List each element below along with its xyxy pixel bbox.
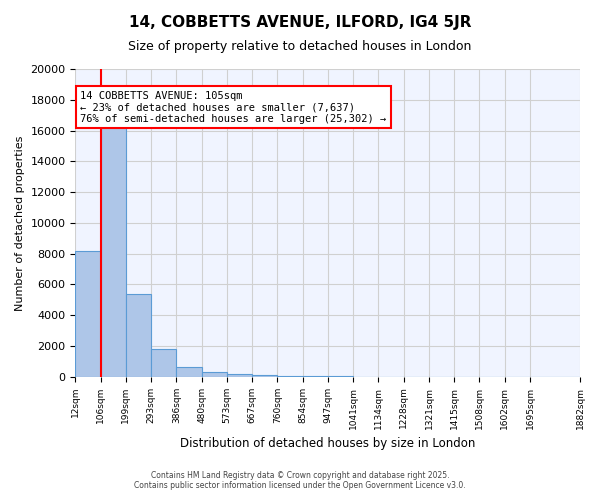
Bar <box>101 120 126 377</box>
Bar <box>151 349 176 377</box>
Bar <box>126 294 151 377</box>
Bar <box>277 376 303 377</box>
Bar <box>253 376 277 377</box>
X-axis label: Distribution of detached houses by size in London: Distribution of detached houses by size … <box>180 437 476 450</box>
Bar <box>176 367 202 377</box>
Text: 14, COBBETTS AVENUE, ILFORD, IG4 5JR: 14, COBBETTS AVENUE, ILFORD, IG4 5JR <box>129 15 471 30</box>
Y-axis label: Number of detached properties: Number of detached properties <box>15 135 25 310</box>
Bar <box>202 372 227 377</box>
Text: Contains HM Land Registry data © Crown copyright and database right 2025.
Contai: Contains HM Land Registry data © Crown c… <box>134 470 466 490</box>
Bar <box>76 250 101 377</box>
Text: Size of property relative to detached houses in London: Size of property relative to detached ho… <box>128 40 472 53</box>
Bar <box>227 374 253 377</box>
Bar <box>303 376 328 377</box>
Text: 14 COBBETTS AVENUE: 105sqm
← 23% of detached houses are smaller (7,637)
76% of s: 14 COBBETTS AVENUE: 105sqm ← 23% of deta… <box>80 90 387 124</box>
